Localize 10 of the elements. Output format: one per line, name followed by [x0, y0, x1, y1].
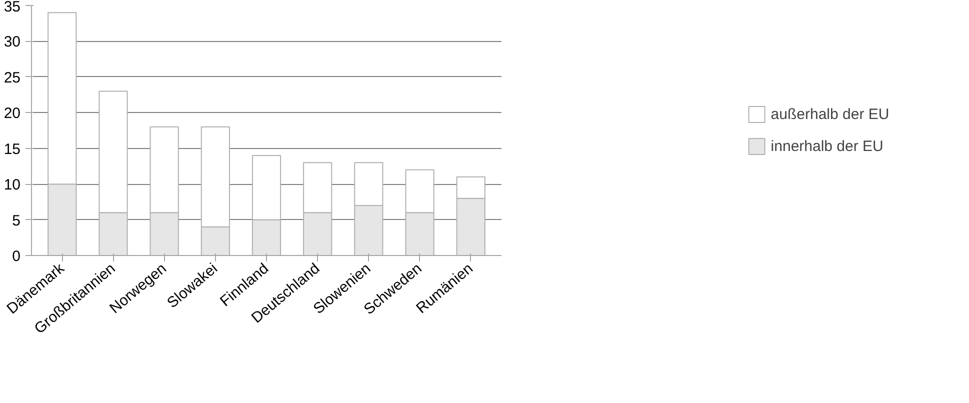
y-tick-label: 0 [12, 248, 20, 265]
y-tick-label: 35 [4, 0, 21, 16]
y-tick-label: 15 [4, 140, 21, 158]
y-tick-label: 25 [4, 69, 21, 86]
legend-label: innerhalb der EU [770, 138, 884, 154]
y-tick-label: 20 [4, 105, 21, 122]
legend-label: außerhalb der EU [770, 106, 890, 122]
y-tick-label: 5 [12, 212, 20, 230]
y-tick-label: 10 [4, 176, 21, 194]
y-tick-label: 30 [4, 34, 21, 51]
